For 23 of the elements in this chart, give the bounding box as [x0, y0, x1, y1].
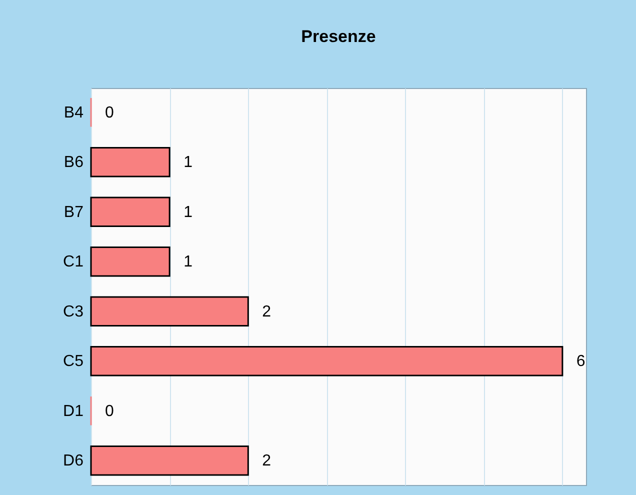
bar — [90, 346, 564, 376]
y-tick-label: C1 — [63, 254, 84, 271]
y-tick-label: C5 — [63, 353, 84, 370]
data-label: 0 — [105, 402, 114, 420]
y-tick-label: B4 — [64, 104, 84, 122]
y-tick-label: C3 — [63, 303, 84, 320]
bar — [90, 296, 249, 327]
data-label: 1 — [184, 154, 193, 172]
bar — [90, 246, 170, 277]
data-label: 1 — [184, 204, 193, 221]
bar — [90, 196, 170, 228]
y-tick-label: D1 — [63, 402, 84, 420]
data-label: 2 — [262, 452, 272, 470]
data-label: 1 — [184, 254, 193, 271]
bar — [90, 146, 170, 178]
chart-title: Presenze — [301, 27, 376, 46]
data-label: 6 — [576, 353, 586, 370]
data-label: 2 — [262, 303, 272, 320]
bar — [90, 445, 249, 476]
data-label: 0 — [105, 104, 114, 122]
y-tick-label: B7 — [64, 204, 84, 221]
y-tick-label: B6 — [64, 154, 84, 172]
y-tick-label: D6 — [63, 452, 84, 470]
